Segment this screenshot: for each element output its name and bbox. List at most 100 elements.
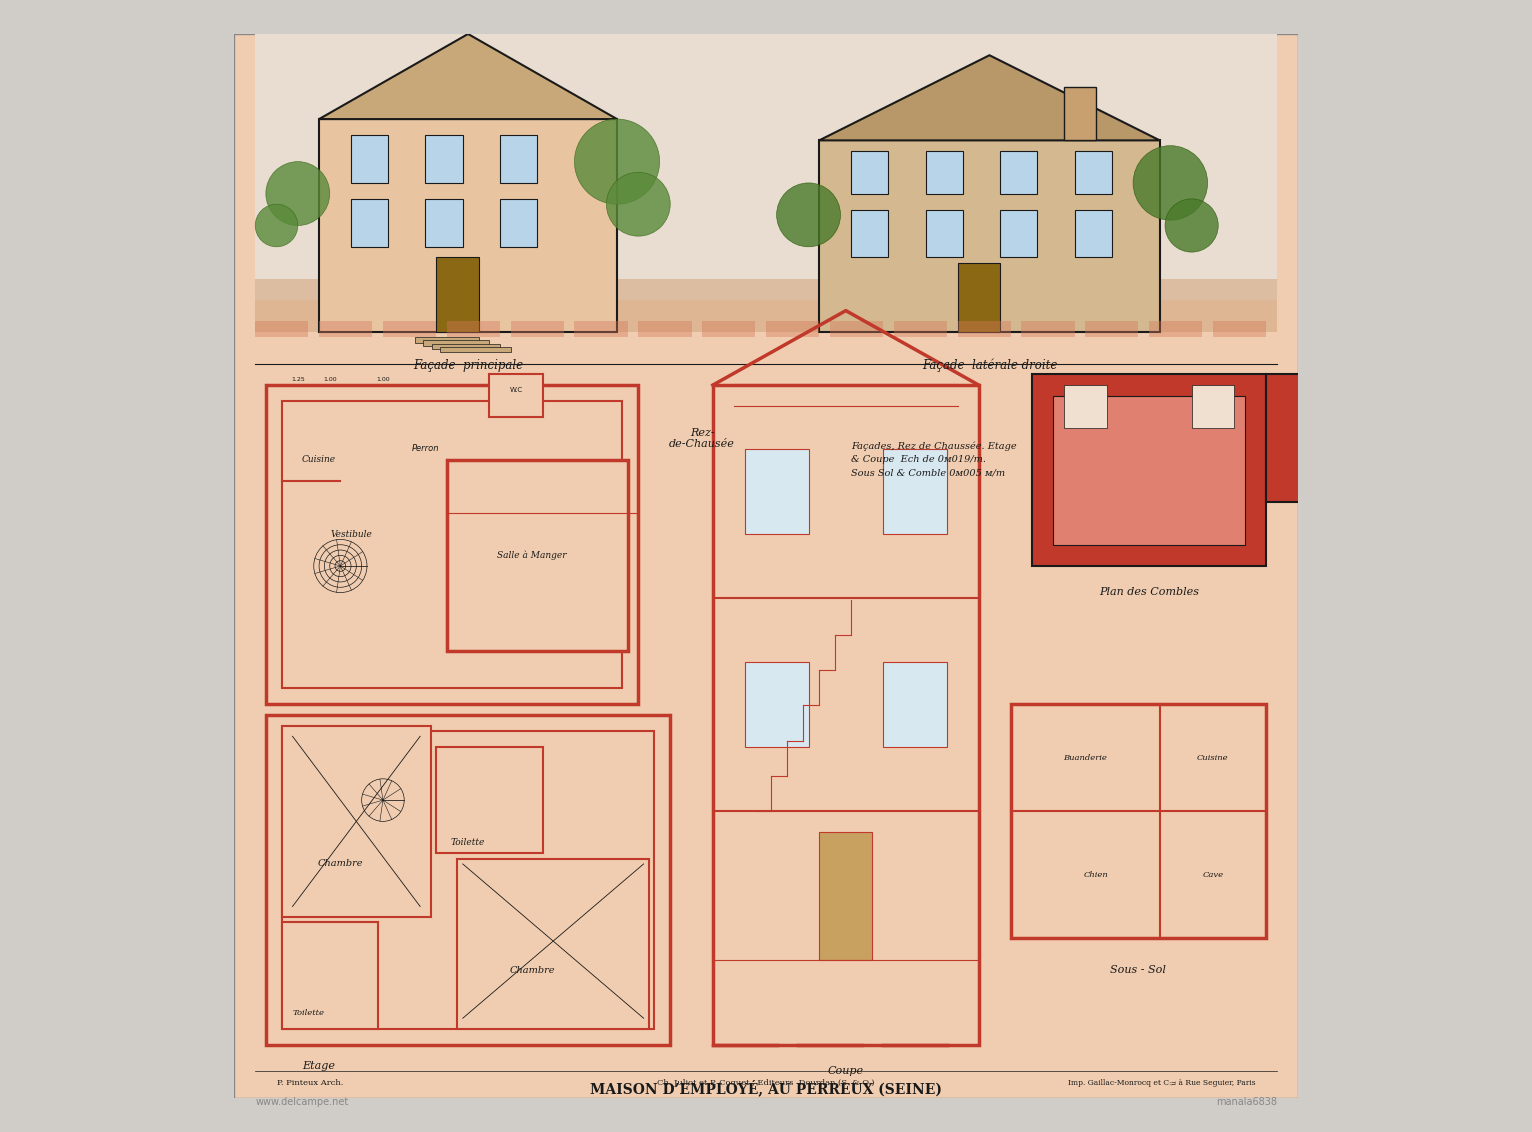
Bar [282,731,654,1029]
Circle shape [256,204,297,247]
Bar [1063,385,1106,428]
Polygon shape [319,34,617,119]
Bar [282,726,430,917]
Bar [852,209,889,257]
Text: Imp. Gaillac-Monrocq et Cᴞ à Rue Seguier, Paris: Imp. Gaillac-Monrocq et Cᴞ à Rue Seguier… [1068,1079,1256,1087]
Bar [351,135,388,183]
Bar [574,321,628,337]
Bar [499,199,538,247]
Text: Cuisine: Cuisine [302,455,336,464]
Text: Chien: Chien [1083,871,1108,878]
Bar [1000,151,1037,194]
Text: Perron: Perron [412,445,440,454]
Bar [852,151,889,194]
Text: MAISON D’EMPLOYÉ, AU PERREUX (SEINE): MAISON D’EMPLOYÉ, AU PERREUX (SEINE) [590,1079,942,1096]
Bar [426,135,463,183]
Bar [925,209,962,257]
Bar [447,321,499,337]
Text: Toilette: Toilette [293,1009,325,1017]
Bar [383,321,437,337]
Bar [440,346,510,352]
Text: 1.00: 1.00 [377,377,389,383]
Text: Sous - Sol: Sous - Sol [1111,964,1166,975]
Circle shape [607,172,669,237]
Bar [745,662,809,747]
Bar [1074,151,1112,194]
Text: Buanderie: Buanderie [1063,754,1108,762]
Text: Plan des Combles: Plan des Combles [1098,588,1200,598]
Text: Cuisine: Cuisine [1196,754,1229,762]
Bar [820,832,872,960]
Bar [426,199,463,247]
Bar [423,341,489,345]
Text: Etage: Etage [303,1061,336,1071]
Circle shape [1134,146,1207,221]
Bar [1022,321,1074,337]
Bar [702,321,755,337]
Bar [958,321,1011,337]
Text: Chambre: Chambre [317,859,363,868]
Bar [437,257,478,332]
Bar [267,385,639,704]
Bar [319,119,617,332]
Text: Façade  principale: Façade principale [414,359,522,371]
Bar [282,923,377,1029]
Text: Toilette: Toilette [450,838,486,847]
Circle shape [574,119,660,204]
Bar [458,858,650,1029]
Bar [351,199,388,247]
Bar [256,321,308,337]
Bar [1074,209,1112,257]
Text: Cave: Cave [1203,871,1224,878]
Text: Rez-
de-Chausée: Rez- de-Chausée [669,428,735,449]
Bar [447,460,628,651]
Text: W.C: W.C [509,387,522,394]
Bar [958,263,1000,332]
Bar [820,140,1160,332]
Text: P. Pinteux Arch.: P. Pinteux Arch. [276,1079,343,1087]
Text: Façades, Rez de Chaussée. Etage
& Coupe  Ech de 0ᴍ019/m.
Sous Sol & Comble 0ᴍ005: Façades, Rez de Chaussée. Etage & Coupe … [852,441,1017,478]
Bar [882,662,947,747]
Bar [745,449,809,534]
Polygon shape [820,55,1160,140]
Bar [639,321,691,337]
Text: Vestibule: Vestibule [329,530,372,539]
Bar [437,747,542,854]
Text: Façade  latérale droite: Façade latérale droite [922,359,1057,372]
Bar [925,151,962,194]
Text: Coupe: Coupe [827,1066,864,1077]
Bar [1054,396,1246,544]
Circle shape [777,183,841,247]
Bar [1011,704,1265,938]
Bar [1265,375,1330,503]
FancyBboxPatch shape [234,34,1298,1098]
Bar [830,321,882,337]
Bar [489,375,542,417]
Bar [1149,321,1203,337]
Bar [766,321,820,337]
Text: manala6838: manala6838 [1216,1097,1276,1107]
Text: Ch. Juliot et P. Coquet , Editeurs  Dourdan (S. & O.): Ch. Juliot et P. Coquet , Editeurs Dourd… [657,1079,875,1087]
Circle shape [1164,199,1218,252]
Bar [1063,87,1095,140]
Text: 1.00: 1.00 [323,377,337,383]
Bar [882,449,947,534]
Bar [267,715,669,1045]
Bar [256,34,1276,300]
Bar [712,385,979,1045]
Bar [415,337,478,343]
Bar [1000,209,1037,257]
Bar [256,278,1276,332]
Bar [319,321,372,337]
Text: Salle à Manger: Salle à Manger [498,550,567,560]
Text: 1.25: 1.25 [291,377,305,383]
Text: Chambre: Chambre [509,966,555,975]
Bar [1033,375,1265,566]
Circle shape [267,162,329,225]
Bar [1213,321,1265,337]
Text: www.delcampe.net: www.delcampe.net [256,1097,348,1107]
Bar [1192,385,1235,428]
Bar [1085,321,1138,337]
Bar [282,401,622,688]
Bar [893,321,947,337]
